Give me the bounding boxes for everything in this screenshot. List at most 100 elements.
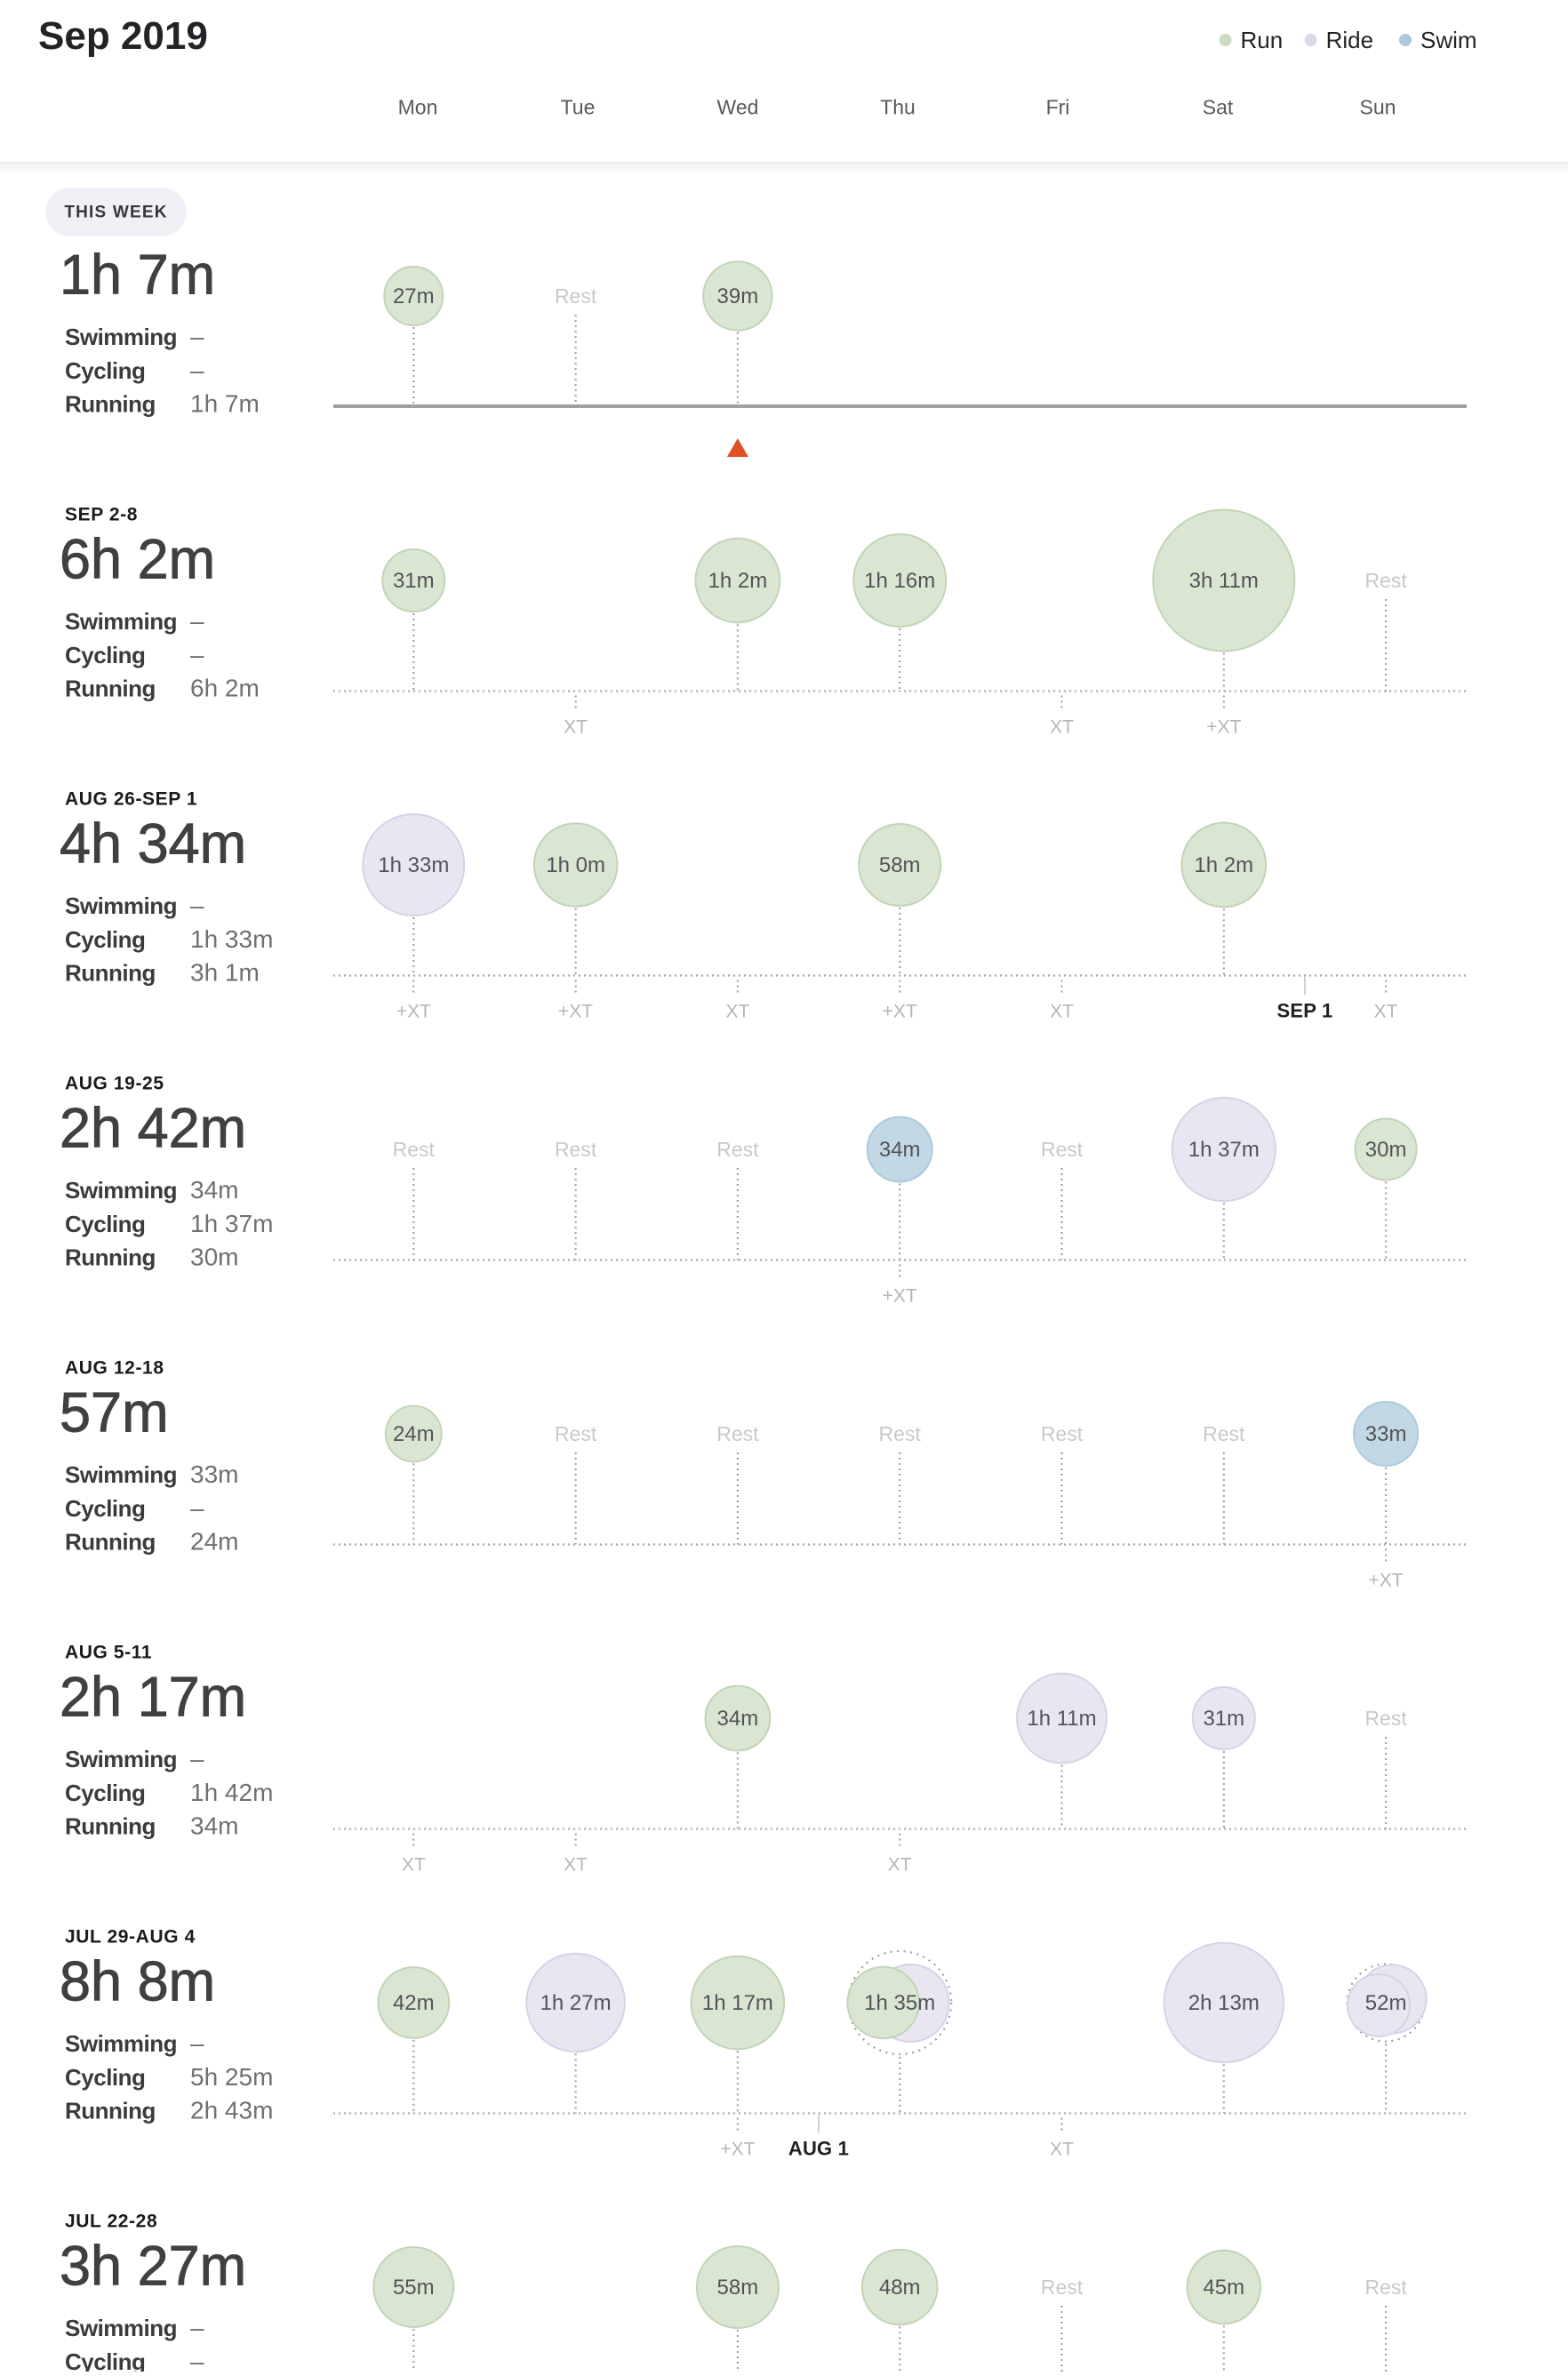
svg-text:39m: 39m — [717, 284, 759, 308]
svg-text:Rest: Rest — [716, 1422, 759, 1445]
svg-text:Cycling: Cycling — [65, 2348, 145, 2372]
svg-text:–: – — [190, 2348, 204, 2372]
svg-text:Fri: Fri — [1046, 96, 1070, 119]
svg-text:33m: 33m — [190, 1460, 238, 1488]
svg-text:XT: XT — [1050, 1002, 1074, 1022]
svg-text:XT: XT — [725, 1002, 749, 1022]
svg-text:XT: XT — [402, 1855, 426, 1876]
svg-text:1h 0m: 1h 0m — [546, 853, 605, 877]
svg-text:42m: 42m — [393, 1991, 435, 2015]
svg-text:Wed: Wed — [717, 96, 759, 119]
svg-text:52m: 52m — [1365, 1991, 1407, 2015]
svg-text:SEP 2-8: SEP 2-8 — [65, 505, 138, 525]
svg-text:+XT: +XT — [1206, 717, 1241, 738]
svg-text:Thu: Thu — [880, 96, 916, 119]
svg-text:Swimming: Swimming — [65, 2315, 177, 2341]
svg-text:5h 25m: 5h 25m — [190, 2063, 273, 2091]
svg-text:Sep 2019: Sep 2019 — [38, 14, 208, 58]
svg-text:–: – — [190, 641, 204, 668]
svg-text:JUL 29-AUG 4: JUL 29-AUG 4 — [65, 1927, 196, 1948]
svg-text:31m: 31m — [393, 569, 435, 593]
svg-text:1h 37m: 1h 37m — [190, 1210, 273, 1237]
svg-text:–: – — [190, 2029, 204, 2057]
svg-text:1h 7m: 1h 7m — [60, 244, 215, 307]
svg-text:2h 43m: 2h 43m — [190, 2097, 273, 2124]
svg-text:Sun: Sun — [1360, 96, 1396, 119]
svg-text:XT: XT — [564, 1855, 588, 1876]
svg-text:AUG 12-18: AUG 12-18 — [65, 1358, 164, 1379]
svg-text:XT: XT — [564, 717, 588, 738]
svg-text:AUG 26-SEP 1: AUG 26-SEP 1 — [65, 789, 197, 810]
svg-text:Rest: Rest — [555, 1138, 597, 1161]
svg-text:1h 7m: 1h 7m — [190, 390, 260, 418]
svg-text:58m: 58m — [879, 853, 921, 877]
svg-text:Rest: Rest — [1364, 1707, 1407, 1730]
svg-text:XT: XT — [1050, 717, 1074, 738]
svg-text:XT: XT — [888, 1855, 912, 1876]
svg-text:Cycling: Cycling — [65, 1495, 145, 1522]
svg-text:Rest: Rest — [1041, 1138, 1084, 1161]
svg-text:Rest: Rest — [1041, 1422, 1084, 1445]
svg-text:Rest: Rest — [393, 1138, 436, 1161]
svg-text:–: – — [190, 2314, 204, 2341]
svg-text:+XT: +XT — [396, 1002, 431, 1022]
svg-text:AUG 5-11: AUG 5-11 — [65, 1643, 152, 1663]
svg-text:Run: Run — [1241, 27, 1284, 53]
svg-text:+XT: +XT — [558, 1002, 593, 1022]
svg-text:Rest: Rest — [1364, 569, 1407, 592]
svg-text:Swimming: Swimming — [65, 892, 177, 919]
svg-text:Swimming: Swimming — [65, 2030, 177, 2057]
svg-text:45m: 45m — [1203, 2276, 1244, 2300]
svg-text:2h 17m: 2h 17m — [60, 1667, 246, 1729]
svg-text:Rest: Rest — [716, 1138, 759, 1161]
svg-text:31m: 31m — [1203, 1707, 1244, 1731]
svg-text:6h 2m: 6h 2m — [190, 675, 260, 702]
svg-text:8h 8m: 8h 8m — [60, 1951, 215, 2013]
svg-text:34m: 34m — [190, 1176, 238, 1204]
svg-text:Running: Running — [65, 1529, 156, 1556]
svg-text:Cycling: Cycling — [65, 1211, 145, 1237]
svg-text:–: – — [190, 607, 204, 635]
svg-text:Cycling: Cycling — [65, 926, 145, 953]
svg-text:Swimming: Swimming — [65, 1746, 177, 1772]
svg-text:Cycling: Cycling — [65, 1780, 145, 1806]
svg-text:Rest: Rest — [879, 1422, 922, 1445]
svg-text:3h 27m: 3h 27m — [60, 2236, 246, 2298]
svg-text:1h 16m: 1h 16m — [864, 569, 935, 593]
svg-text:Running: Running — [65, 2098, 156, 2124]
svg-text:33m: 33m — [1365, 1422, 1407, 1446]
svg-text:Running: Running — [65, 1244, 156, 1271]
svg-text:Swimming: Swimming — [65, 324, 177, 350]
svg-text:6h 2m: 6h 2m — [60, 529, 215, 591]
svg-text:3h 11m: 3h 11m — [1189, 569, 1259, 593]
svg-text:2h 13m: 2h 13m — [1188, 1991, 1260, 2015]
svg-text:34m: 34m — [717, 1707, 759, 1731]
svg-text:2h 42m: 2h 42m — [60, 1098, 246, 1160]
svg-text:Rest: Rest — [1203, 1422, 1245, 1445]
svg-text:Swimming: Swimming — [65, 608, 177, 635]
svg-text:1h 37m: 1h 37m — [1188, 1138, 1260, 1162]
svg-text:Running: Running — [65, 1813, 156, 1840]
svg-text:–: – — [190, 1745, 204, 1772]
svg-text:Cycling: Cycling — [65, 2064, 145, 2091]
svg-text:Running: Running — [65, 391, 156, 418]
svg-text:XT: XT — [1374, 1002, 1398, 1022]
svg-text:AUG 19-25: AUG 19-25 — [65, 1074, 164, 1094]
svg-text:–: – — [190, 356, 204, 384]
svg-text:30m: 30m — [1365, 1138, 1407, 1162]
svg-text:Tue: Tue — [561, 96, 596, 119]
svg-text:48m: 48m — [879, 2276, 921, 2300]
svg-text:1h 11m: 1h 11m — [1027, 1707, 1096, 1731]
svg-text:Swimming: Swimming — [65, 1177, 177, 1204]
svg-text:24m: 24m — [190, 1528, 238, 1556]
svg-text:1h 33m: 1h 33m — [190, 925, 273, 953]
svg-text:34m: 34m — [879, 1138, 921, 1162]
svg-text:Running: Running — [65, 960, 156, 987]
svg-text:Mon: Mon — [398, 96, 438, 119]
svg-text:AUG 1: AUG 1 — [788, 2138, 849, 2160]
svg-text:Rest: Rest — [1364, 2276, 1407, 2299]
svg-text:57m: 57m — [60, 1382, 169, 1444]
svg-text:1h 35m: 1h 35m — [864, 1991, 935, 2015]
svg-text:30m: 30m — [190, 1244, 238, 1271]
svg-text:THIS WEEK: THIS WEEK — [64, 204, 167, 222]
